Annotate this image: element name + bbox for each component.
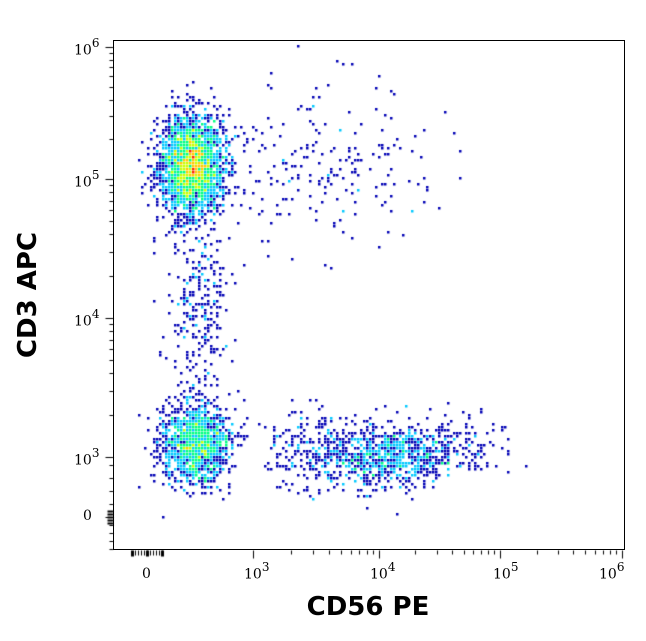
y-tick-1e5: 105 bbox=[74, 168, 100, 191]
x-tick-text: 0 bbox=[142, 566, 151, 582]
x-tick-0: 0 bbox=[142, 566, 151, 582]
y-tick-1e6: 106 bbox=[74, 36, 100, 59]
y-tick-base: 10 bbox=[74, 313, 92, 330]
x-tick-1e5: 105 bbox=[493, 560, 519, 583]
x-tick-base: 10 bbox=[370, 566, 388, 583]
y-tick-1e3: 103 bbox=[74, 446, 100, 469]
x-tick-base: 10 bbox=[244, 566, 262, 583]
y-tick-base: 10 bbox=[74, 42, 92, 59]
y-tick-base: 10 bbox=[74, 452, 92, 469]
x-tick-base: 10 bbox=[493, 566, 511, 583]
y-tick-exp: 4 bbox=[91, 307, 100, 321]
x-tick-exp: 5 bbox=[510, 560, 519, 574]
x-tick-exp: 3 bbox=[261, 560, 270, 574]
x-tick-1e3: 103 bbox=[244, 560, 270, 583]
x-axis-title: CD56 PE bbox=[306, 592, 430, 622]
x-tick-base: 10 bbox=[599, 566, 617, 583]
y-tick-text: 0 bbox=[83, 508, 92, 524]
y-tick-0: 0 bbox=[83, 508, 92, 524]
x-tick-exp: 4 bbox=[387, 560, 396, 574]
y-axis-title: CD3 APC bbox=[13, 231, 43, 359]
x-tick-1e6: 106 bbox=[599, 560, 625, 583]
x-tick-1e4: 104 bbox=[370, 560, 396, 583]
x-tick-exp: 6 bbox=[616, 560, 625, 574]
y-tick-exp: 5 bbox=[91, 168, 100, 182]
y-tick-1e4: 104 bbox=[74, 307, 100, 330]
y-tick-exp: 3 bbox=[91, 446, 100, 460]
y-tick-exp: 6 bbox=[91, 36, 100, 50]
y-tick-base: 10 bbox=[74, 174, 92, 191]
